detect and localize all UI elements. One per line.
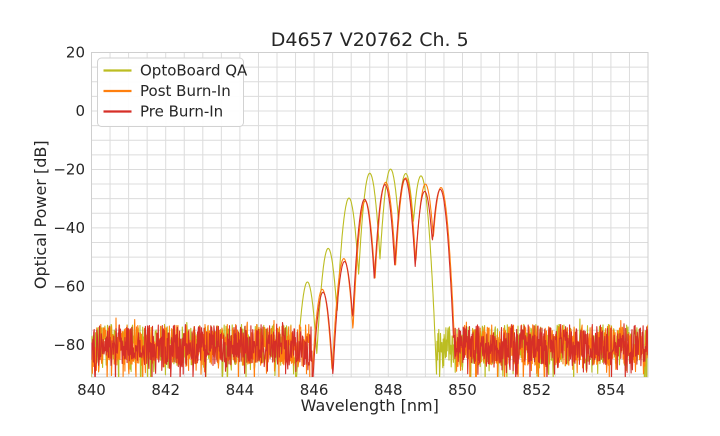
x-tick-label: 842 <box>151 381 180 399</box>
x-tick-label: 854 <box>597 381 626 399</box>
x-tick-label: 852 <box>522 381 551 399</box>
legend-label: Post Burn-In <box>140 82 231 100</box>
y-axis-label: Optical Power [dB] <box>31 140 50 289</box>
y-tick-label: 20 <box>66 44 85 62</box>
legend: OptoBoard QA Post Burn-In Pre Burn-In <box>97 57 248 127</box>
series-lines <box>91 168 648 377</box>
x-tick-label: 846 <box>300 381 329 399</box>
x-tick-label: 844 <box>226 381 255 399</box>
x-tick-label: 850 <box>448 381 477 399</box>
legend-box <box>97 57 244 127</box>
x-axis-label: Wavelength [nm] <box>301 396 439 415</box>
chart-title: D4657 V20762 Ch. 5 <box>271 29 469 51</box>
y-tick-label: −20 <box>53 161 85 179</box>
y-tick-labels: 20 0 −20 −40 −60 −80 <box>53 44 85 354</box>
legend-label: Pre Burn-In <box>140 103 223 121</box>
legend-label: OptoBoard QA <box>140 62 248 80</box>
y-tick-label: 0 <box>75 102 85 120</box>
y-tick-label: −80 <box>53 336 85 354</box>
y-tick-label: −60 <box>53 278 85 296</box>
y-tick-label: −40 <box>53 219 85 237</box>
series-line-pre-burn-in <box>91 178 648 377</box>
axes-spines <box>91 52 649 378</box>
x-tick-label: 848 <box>374 381 403 399</box>
x-tick-label: 840 <box>77 381 106 399</box>
x-tick-labels: 840 842 844 846 848 850 852 854 <box>77 381 625 399</box>
